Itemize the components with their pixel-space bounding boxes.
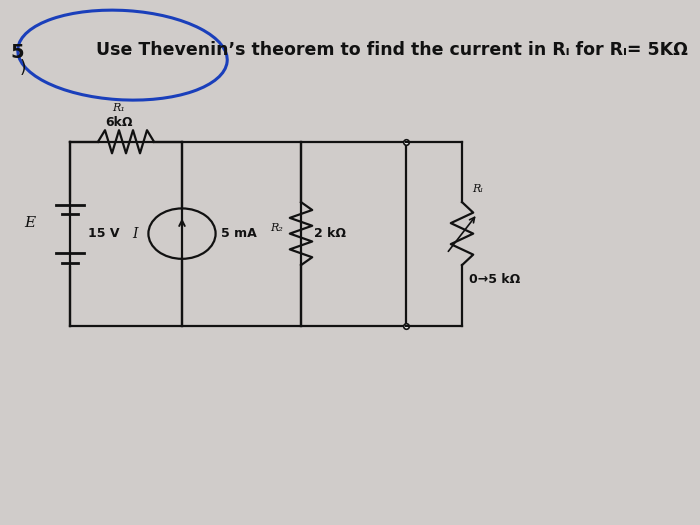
Text: 0→5 kΩ: 0→5 kΩ	[469, 273, 520, 286]
Text: 2 kΩ: 2 kΩ	[314, 227, 346, 240]
Text: E: E	[24, 216, 35, 230]
Text: R₂: R₂	[271, 223, 284, 234]
Text: Use Thevenin’s theorem to find the current in Rₗ for Rₗ= 5KΩ: Use Thevenin’s theorem to find the curre…	[96, 41, 688, 59]
Text: 5: 5	[10, 43, 25, 62]
Text: I: I	[132, 227, 138, 240]
Text: 5 mA: 5 mA	[221, 227, 257, 240]
Text: Rₗ: Rₗ	[473, 184, 484, 194]
Text: 15 V: 15 V	[88, 227, 119, 240]
Text: 6kΩ: 6kΩ	[105, 116, 133, 129]
Text: ): )	[20, 59, 27, 77]
Text: R₁: R₁	[113, 103, 125, 113]
